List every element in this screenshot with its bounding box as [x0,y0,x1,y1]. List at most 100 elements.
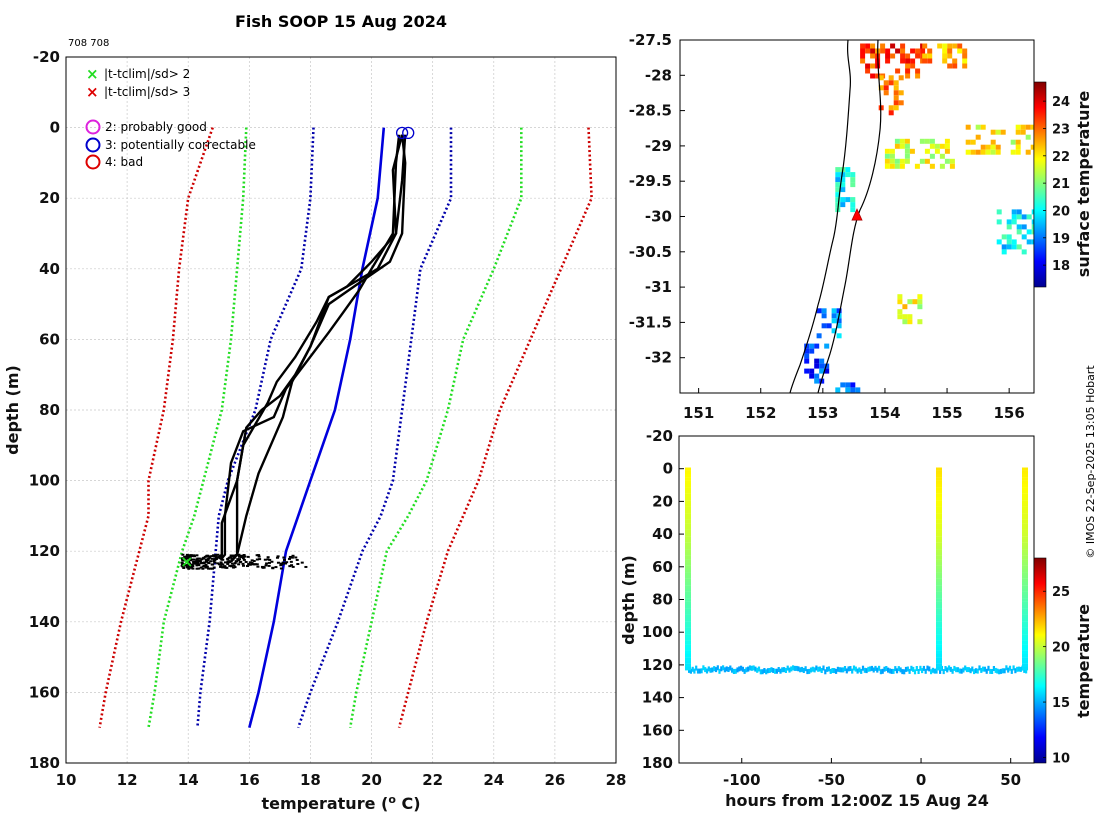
sst-pixel [1001,244,1007,250]
sst-pixel [934,148,940,154]
bottom-point [209,560,213,563]
bottom-point [223,561,227,564]
sst-pixel [819,368,825,374]
map-y-tick-label: -30.5 [629,243,672,261]
sst-pixel [889,148,895,154]
sst-pixel [900,53,906,59]
map-y-tick-label: -29.5 [629,172,672,190]
sst-pixel [850,177,856,183]
sst-pixel [821,313,827,319]
bottom-track-cell [933,668,936,674]
sst-pixel [804,368,810,374]
bottom-point [294,556,298,559]
cast-cell [936,631,942,635]
sst-pixel [905,63,911,69]
cast-cell [1022,496,1028,501]
sst-pixel [1025,124,1031,130]
section-data [685,467,1028,675]
sst-pixel [840,382,846,388]
bottom-track-cell [786,665,789,671]
cast-cell [1022,588,1028,592]
bottom-point [266,556,270,559]
bottom-point [268,558,272,561]
bottom-point [185,553,189,556]
cast-cell [685,614,691,618]
sst-pixel [905,68,911,74]
cast-cell [1022,493,1028,498]
x-tick-label: 18 [300,771,321,789]
bottom-track-cell [766,668,770,674]
cast-cell [1022,578,1028,583]
bottom-track-cell [817,666,820,672]
sst-pixel [840,202,846,208]
cast-cell [936,653,942,658]
cast-cell [685,490,691,494]
section-xlabel: hours from 12:00Z 15 Aug 24 [725,791,989,810]
y-tick-label: 100 [29,472,60,490]
sst-pixel [836,318,842,324]
bottom-track-cell [781,667,784,673]
bottom-track-cell [908,668,911,674]
sst-pixel [880,48,886,54]
legend-qc3-label: 3: potentially correctable [105,138,256,152]
legend-qc3: 3: potentially correctable [85,137,256,153]
climatology-series-line [98,127,214,728]
bottom-point [248,561,252,564]
bottom-point [281,561,285,564]
sst-pixel [845,167,851,173]
observed-profile-line [230,134,404,563]
bottom-point [275,556,279,559]
bottom-track-cell [879,669,882,675]
bottom-track-cell [843,666,847,671]
sst-pixel [952,58,958,64]
bottom-track-cell [835,668,838,674]
map-y-tick-label: -31.5 [629,313,672,331]
bottom-point [219,561,223,564]
bottom-track-cell [770,667,773,673]
bottom-track-cell [1014,668,1017,674]
x-tick-label: 22 [422,771,443,789]
bottom-track-cell [856,668,859,674]
bottom-point [242,554,246,557]
sst-pixel [1021,234,1027,240]
cast-cell [685,496,691,501]
bottom-point [274,566,278,569]
magenta-circle-icon [85,119,101,135]
legend-flag2: × |t-tclim|/sd> 2 [86,65,190,83]
bottom-point [183,559,187,562]
bottom-track-cell [991,669,994,674]
cast-cell [1022,653,1028,658]
bottom-point [186,557,190,560]
bottom-point [221,558,225,561]
bottom-track-cell [917,669,920,674]
cast-cell [685,657,691,661]
cast-cell [685,503,691,507]
sst-pixel [878,85,884,91]
bottom-track-cell [883,666,886,672]
cast-cell [685,477,691,481]
cast-cell [685,663,691,668]
sst-pixel [962,63,968,69]
map-panel: 151 152 153 154 155 156 -27.5 -28 -28.5 -29 -29.5 -… [629,31,1093,422]
sst-pixel [895,48,901,54]
bottom-track-cell [802,668,805,673]
bottom-point [242,558,246,561]
cast-cell [685,634,691,638]
bottom-point [191,558,195,561]
climatology-series-line [348,127,523,728]
bottom-point [237,563,241,566]
bottom-track-cell [809,667,813,673]
sst-pixel [907,319,913,325]
sst-pixel [840,182,846,188]
bottom-track-cell [998,669,1001,675]
bottom-track-cell [743,668,746,674]
sst-pixel [975,134,981,140]
sst-pixel [835,192,841,198]
sst-pixel [850,207,856,213]
section-y-tick-label: 40 [652,525,673,543]
cast-cell [685,627,691,632]
sst-pixel [821,308,827,314]
cast-cell [1022,487,1028,491]
cast-cell [936,470,942,475]
section-y-tick-label: 160 [642,721,673,739]
